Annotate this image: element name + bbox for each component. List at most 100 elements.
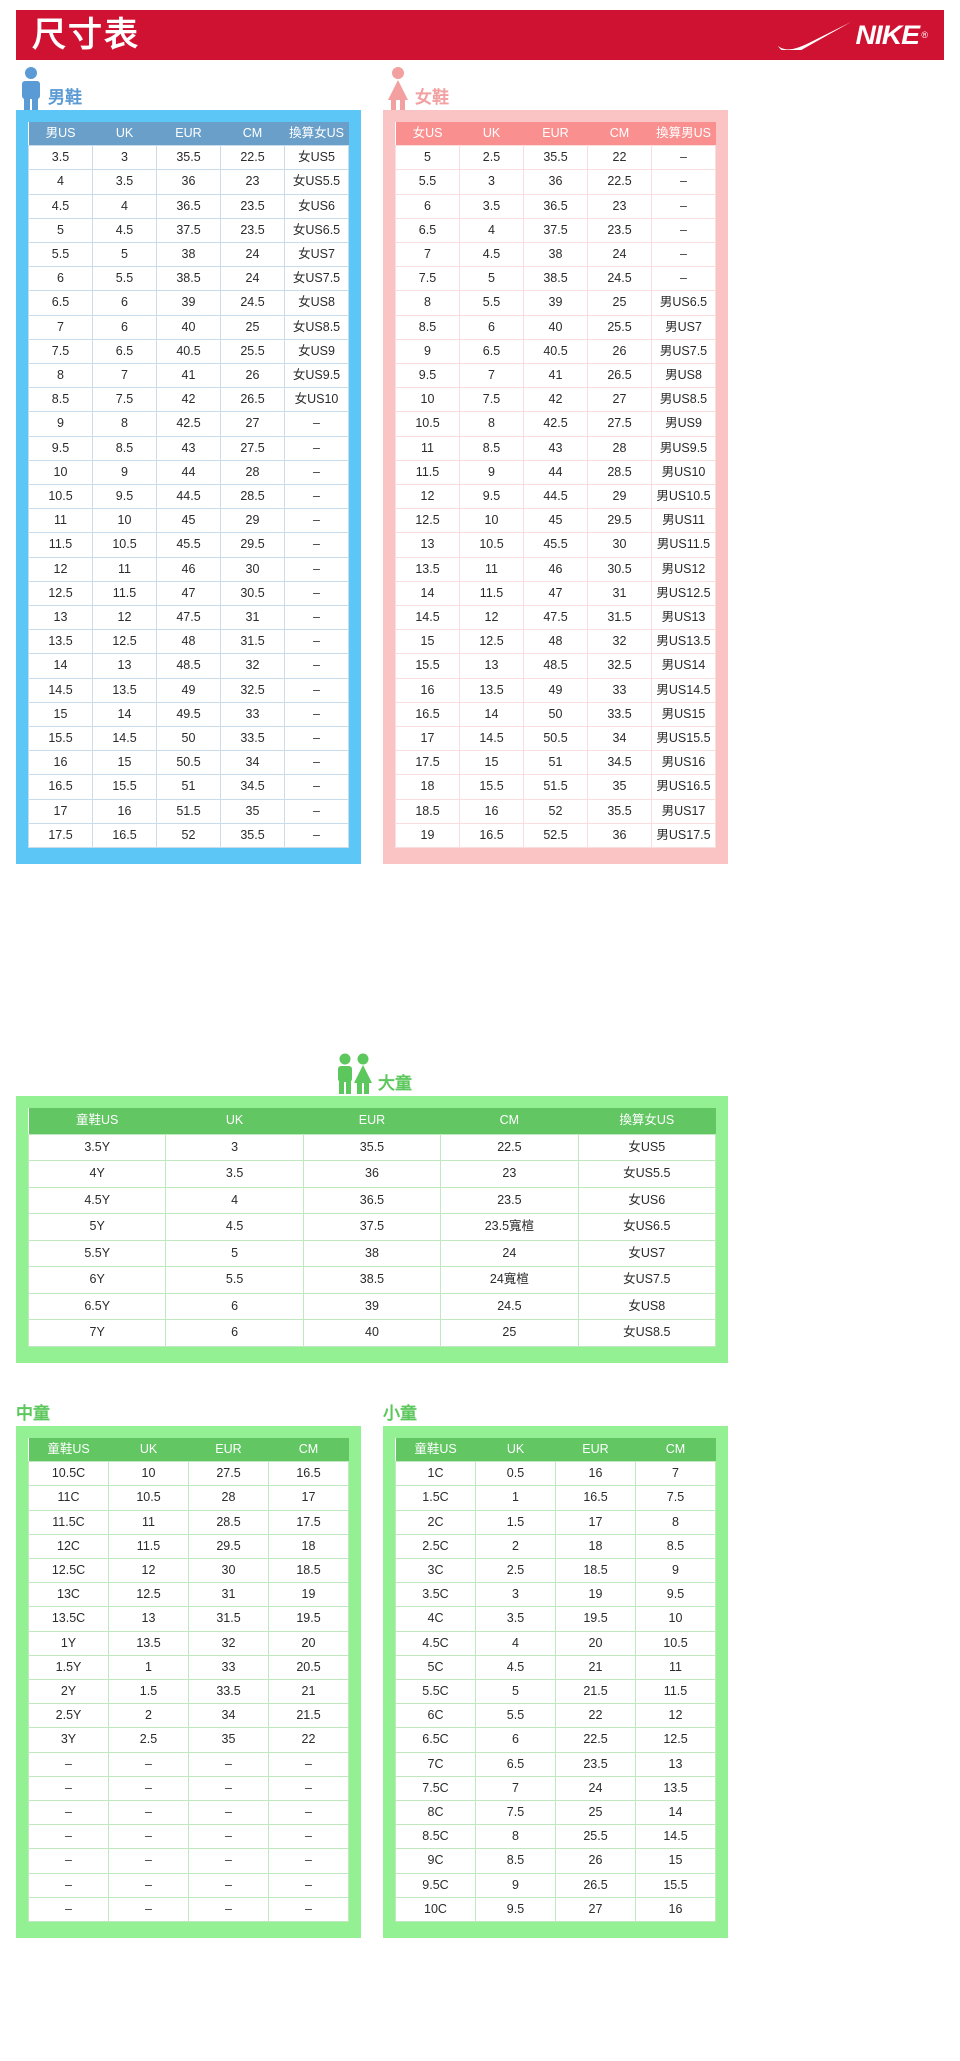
table-cell: 男US6.5: [651, 290, 716, 316]
table-cell: 23.5: [220, 217, 285, 244]
table-cell: 3.5: [92, 169, 157, 195]
table-cell: 5.5: [475, 1703, 556, 1729]
table-cell: 6C: [395, 1703, 476, 1729]
table-cell: 30: [587, 532, 652, 558]
table-row: 16 15 50.5 34–: [28, 750, 349, 776]
table-cell: 21.5: [268, 1703, 349, 1729]
table-cell: –: [28, 1751, 109, 1777]
table-cell: –: [268, 1751, 349, 1777]
table-cell: 男US15: [651, 701, 716, 728]
table-cell: 11: [108, 1509, 189, 1535]
table-cell: 15: [459, 750, 524, 776]
table-cell: 10.5: [459, 532, 524, 558]
table-cell: 5.5Y: [27, 1239, 167, 1267]
small-kids-table-panel: 童鞋US UK EUR CM 1C 0.5 16 7 1.5C 1 16.5 7.5 2C 1.5…: [383, 1426, 728, 1939]
table-cell: 5: [459, 266, 524, 292]
table-cell: 8: [475, 1824, 556, 1850]
table-row: 9 6.5 40.5 26 男US7.5: [395, 338, 716, 365]
table-cell: 9.5: [92, 484, 157, 510]
table-cell: 8.5: [92, 435, 157, 461]
table-cell: 45: [523, 508, 588, 534]
table-row: 7.5 6.5 40.5 25.5 女US9: [28, 338, 349, 365]
table-cell: 6: [92, 290, 157, 316]
table-cell: 男US15.5: [651, 726, 716, 752]
table-cell: 50.5: [156, 750, 221, 776]
table-cell: 女US6: [577, 1186, 717, 1214]
table-cell: 男US12: [651, 556, 716, 582]
table-cell: 11.5: [395, 459, 460, 486]
table-row: 3C 2.5 18.5 9: [395, 1558, 716, 1584]
table-row: 5Y 4.5 37.5 23.5寬楦 女US6.5: [27, 1213, 717, 1241]
table-cell: 6.5: [475, 1751, 556, 1777]
table-cell: –: [284, 653, 349, 679]
table-cell: 17: [268, 1485, 349, 1511]
table-cell: 50.5: [523, 726, 588, 752]
table-row: 11 8.5 43 28 男US9.5: [395, 435, 716, 461]
table-cell: 6: [165, 1292, 304, 1320]
table-cell: 31: [587, 580, 652, 607]
table-cell: 18.5: [268, 1558, 349, 1584]
col-smallkids-us: 童鞋US: [395, 1438, 476, 1462]
table-cell: –: [268, 1824, 349, 1850]
table-cell: 35: [587, 774, 652, 800]
table-row: 1Y 13.5 32 20: [28, 1630, 349, 1656]
col-bigkids-eur: EUR: [303, 1108, 441, 1134]
table-cell: 10: [395, 387, 460, 413]
table-cell: 7.5: [92, 387, 157, 413]
table-cell: –: [188, 1800, 269, 1826]
table-cell: 女US10: [284, 387, 349, 413]
table-cell: 男US9: [651, 411, 716, 437]
table-cell: 33: [220, 701, 285, 728]
table-cell: 16: [28, 750, 93, 776]
table-cell: 7: [395, 242, 460, 268]
table-cell: –: [284, 508, 349, 534]
table-cell: –: [651, 266, 716, 292]
womens-section-label: 女鞋: [383, 64, 728, 110]
table-cell: 36.5: [302, 1186, 442, 1214]
table-row: 15 14 49.5 33–: [28, 701, 349, 728]
table-cell: 25.5: [555, 1824, 636, 1850]
table-cell: 3.5: [165, 1160, 304, 1188]
table-cell: 28: [220, 459, 285, 486]
col-women-uk: UK: [459, 122, 524, 146]
table-cell: –: [188, 1848, 269, 1874]
table-row: – – – –: [28, 1775, 349, 1802]
table-cell: 32.5: [587, 653, 652, 679]
table-header-row: 男US UK EUR CM 換算女US: [28, 122, 349, 146]
table-cell: 29.5: [220, 532, 285, 558]
table-cell: 4: [165, 1186, 304, 1214]
table-cell: 10.5: [395, 411, 460, 437]
table-cell: 31.5: [188, 1606, 269, 1632]
table-cell: 15.5: [92, 774, 157, 800]
table-cell: 35.5: [220, 822, 285, 849]
table-cell: 49: [156, 677, 221, 703]
table-cell: 7.5: [475, 1800, 556, 1826]
table-cell: 10.5C: [28, 1461, 109, 1487]
table-row: 1.5Y 1 33 20.5: [28, 1654, 349, 1681]
table-cell: 17: [28, 798, 93, 824]
table-cell: –: [28, 1800, 109, 1826]
table-cell: –: [28, 1848, 109, 1874]
table-cell: 10.5: [635, 1630, 716, 1656]
table-cell: 22.5: [555, 1727, 636, 1753]
table-cell: 12: [92, 605, 157, 631]
table-row: 6 3.5 36.5 23–: [395, 193, 716, 219]
table-cell: 8.5: [28, 387, 93, 413]
table-cell: 18.5: [555, 1558, 636, 1584]
table-cell: 45: [156, 508, 221, 534]
col-women-eur: EUR: [523, 122, 588, 146]
table-cell: 0.5: [475, 1461, 556, 1487]
table-cell: –: [284, 822, 349, 849]
table-row: 10.5 9.5 44.5 28.5–: [28, 484, 349, 510]
table-cell: 4.5: [459, 242, 524, 268]
table-cell: 33.5: [220, 726, 285, 752]
table-cell: 7: [635, 1461, 716, 1487]
table-cell: 13C: [28, 1582, 109, 1608]
table-cell: 19.5: [268, 1606, 349, 1632]
table-row: 10.5 8 42.5 27.5 男US9: [395, 411, 716, 437]
table-cell: 27.5: [587, 411, 652, 437]
table-cell: 22: [587, 145, 652, 171]
table-cell: 40: [302, 1319, 442, 1347]
table-cell: 52: [523, 798, 588, 824]
table-cell: 13.5C: [28, 1606, 109, 1632]
